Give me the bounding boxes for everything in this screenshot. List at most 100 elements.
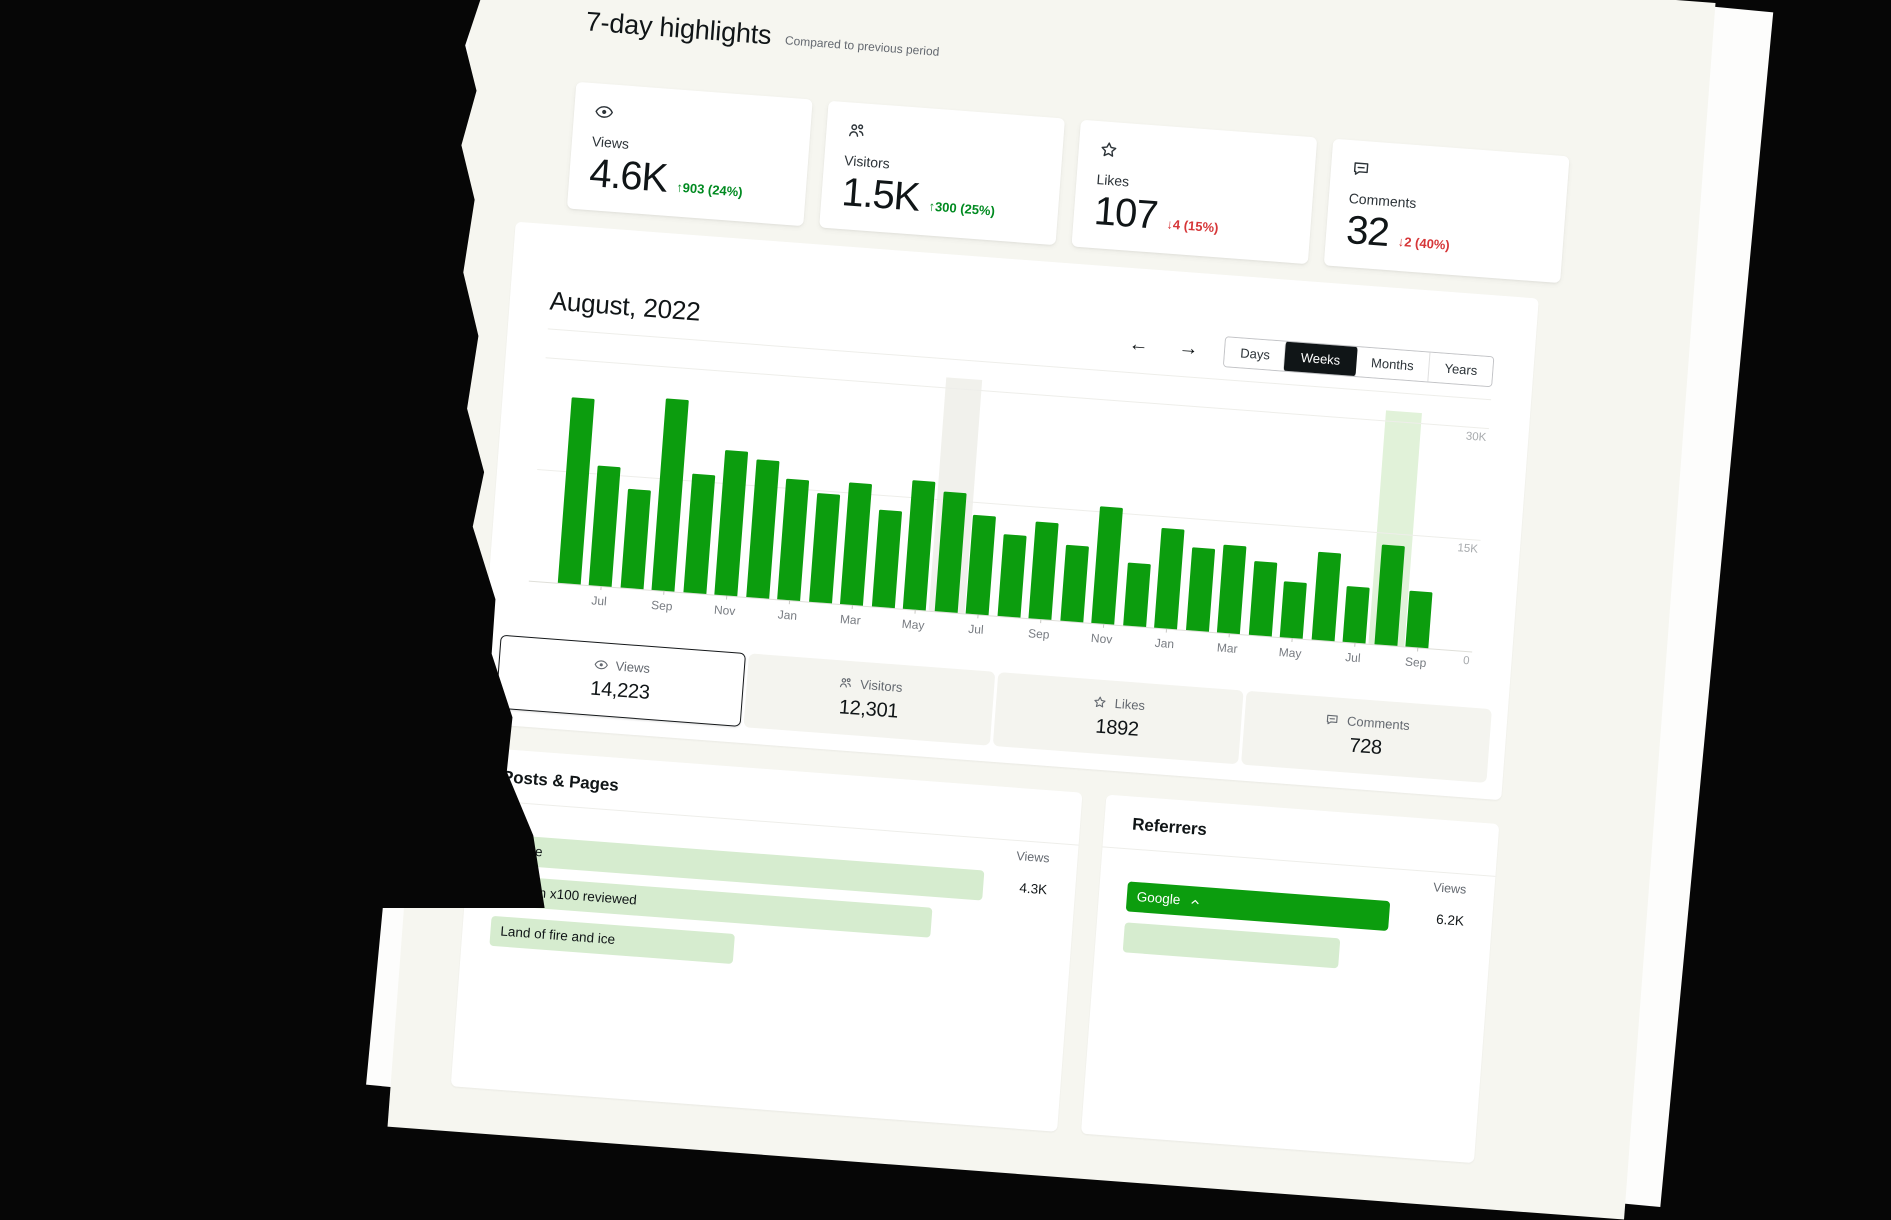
highlight-value: 4.6K [588, 151, 669, 201]
stage: 7-day highlights Compared to previous pe… [0, 0, 1891, 908]
chart-bar-11[interactable] [871, 510, 901, 608]
chevron-up-icon [1188, 894, 1202, 908]
interval-years[interactable]: Years [1428, 352, 1494, 386]
metric-tab-label: Likes [1114, 696, 1145, 713]
list-item-value: 6.2K [1435, 905, 1465, 937]
x-axis-tick [1040, 619, 1041, 623]
star-icon [1098, 139, 1296, 174]
x-axis-tick [663, 591, 664, 595]
metric-tab-value: 1892 [1095, 716, 1140, 742]
chart-bar-2[interactable] [589, 465, 621, 586]
chart-bar-10[interactable] [840, 482, 872, 605]
metric-tab-label: Views [615, 658, 650, 676]
chart-bar-3[interactable] [620, 489, 650, 589]
comment-icon [1325, 712, 1341, 728]
chart-bar-9[interactable] [809, 493, 840, 603]
metric-tab-label: Comments [1347, 713, 1411, 733]
x-axis-label-mar-10: Mar [1216, 640, 1238, 656]
interval-months[interactable]: Months [1354, 347, 1430, 381]
x-axis-label-sep-13: Sep [1405, 655, 1427, 671]
metric-tab-likes[interactable]: Likes 1892 [992, 672, 1243, 764]
x-axis-label-may-5: May [901, 617, 925, 633]
metric-tab-value: 12,301 [838, 696, 899, 723]
x-axis-tick [1291, 638, 1292, 642]
highlight-value: 1.5K [840, 170, 921, 220]
chart-bar-28[interactable] [1405, 591, 1432, 649]
x-axis-tick [1165, 628, 1166, 632]
eye-icon [593, 101, 791, 136]
highlights-subtitle: Compared to previous period [784, 33, 939, 59]
x-axis-label-may-11: May [1278, 645, 1302, 661]
chart-bar-5[interactable] [683, 474, 715, 594]
chart-bar-15[interactable] [997, 534, 1026, 617]
metric-tab-value: 728 [1349, 735, 1383, 760]
list-item-label: Fujifilm x100 reviewed [502, 876, 637, 916]
chart-bar-4[interactable] [652, 398, 689, 591]
list-item-label: Google [1136, 882, 1203, 917]
list-item-value: 4.3K [1018, 873, 1048, 905]
highlight-value: 32 [1345, 208, 1390, 255]
highlight-delta: ↓2 (40%) [1397, 234, 1450, 253]
highlight-value: 107 [1093, 189, 1159, 238]
people-icon [838, 675, 854, 691]
chart-bar-1[interactable] [557, 397, 594, 584]
chart-bar-20[interactable] [1154, 528, 1184, 629]
list-item-label: Land of fire and ice [499, 917, 616, 956]
x-axis-label-nov-8: Nov [1090, 631, 1112, 647]
chart-bar-19[interactable] [1123, 562, 1151, 627]
chart-bar-8[interactable] [777, 479, 809, 601]
x-axis-tick [977, 614, 978, 618]
highlight-delta: ↑300 (25%) [928, 199, 995, 219]
x-axis-tick [600, 586, 601, 590]
highlight-delta: ↓4 (15%) [1166, 216, 1219, 235]
eye-icon [593, 657, 609, 673]
x-axis-label-sep-7: Sep [1028, 626, 1050, 642]
x-axis-label-jul-0: Jul [591, 593, 607, 608]
previous-period-button[interactable]: ← [1124, 332, 1154, 358]
x-axis-label-sep-1: Sep [651, 598, 673, 614]
chart-bar-16[interactable] [1028, 521, 1058, 619]
highlights-title: 7-day highlights [585, 6, 773, 51]
metric-tab-label: Visitors [860, 677, 903, 695]
chart-bar-17[interactable] [1060, 545, 1089, 623]
x-axis-tick [1228, 633, 1229, 637]
x-axis-label-jul-12: Jul [1345, 650, 1361, 665]
list-bar [1123, 922, 1341, 968]
chart-bar-23[interactable] [1248, 561, 1276, 637]
highlight-delta: ↑903 (24%) [676, 180, 743, 200]
chart-bar-7[interactable] [746, 459, 779, 598]
x-axis-tick [851, 605, 852, 609]
chart-bar-26[interactable] [1343, 586, 1370, 644]
chart-bar-24[interactable] [1280, 581, 1307, 639]
y-axis-label-0: 0 [1463, 655, 1470, 667]
x-axis-label-jan-3: Jan [777, 607, 797, 622]
interval-days[interactable]: Days [1224, 337, 1286, 370]
x-axis-tick [726, 595, 727, 599]
x-axis-label-nov-2: Nov [714, 603, 736, 619]
chart-bar-25[interactable] [1311, 552, 1341, 641]
chart-bar-18[interactable] [1091, 506, 1123, 624]
list-item-label: Home [505, 835, 543, 868]
chart-bar-6[interactable] [714, 450, 748, 596]
comment-icon [1350, 158, 1548, 193]
chart-bar-22[interactable] [1217, 545, 1247, 634]
star-icon [1092, 694, 1108, 710]
next-period-button[interactable]: → [1174, 335, 1204, 361]
chart-bar-21[interactable] [1186, 547, 1215, 631]
interval-weeks[interactable]: Weeks [1283, 340, 1358, 376]
x-axis-tick [788, 600, 789, 604]
y-axis-label-30K: 30K [1465, 430, 1486, 444]
